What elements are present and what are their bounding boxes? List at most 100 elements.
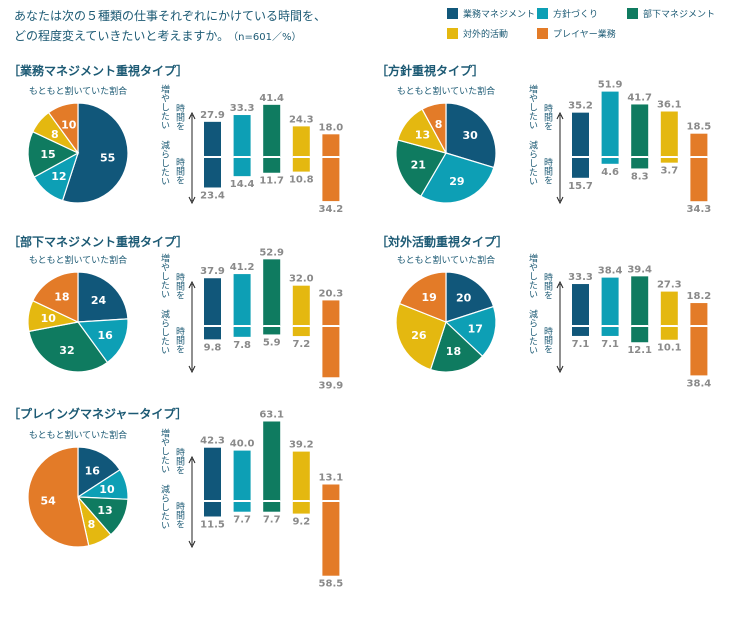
label-time-up: 時間を [174, 272, 185, 299]
value-label-increase: 42.3 [200, 436, 225, 447]
arrow-down-head [188, 540, 196, 549]
bar-increase [233, 274, 251, 326]
arrow-down-head [556, 365, 564, 374]
bar-decrease [204, 327, 221, 340]
pie-caption: もともと割いていた割合 [397, 85, 495, 97]
value-label-increase: 38.4 [598, 266, 623, 277]
pie-label: 26 [411, 329, 427, 342]
value-label-decrease: 38.4 [687, 378, 712, 389]
label-decrease: 減らしたい [159, 308, 170, 354]
pie-slice [27, 446, 90, 548]
pie-slice [47, 102, 79, 155]
bar-increase [263, 259, 281, 326]
arrow-up-head [188, 111, 196, 120]
arrow-up-head [188, 280, 196, 289]
pie-caption: もともと割いていた割合 [29, 429, 127, 441]
value-label-increase: 63.1 [259, 409, 284, 420]
bar-decrease [601, 327, 619, 336]
value-label-decrease: 34.3 [687, 204, 712, 215]
bar-decrease [690, 158, 708, 202]
value-label-decrease: 15.7 [568, 181, 593, 192]
pie-slice [395, 302, 447, 371]
panel-title: ［方針重視タイプ］ [376, 63, 484, 78]
value-label-decrease: 7.8 [233, 340, 251, 351]
value-label-decrease: 34.2 [319, 204, 344, 215]
bar-decrease [322, 158, 340, 202]
pie-slice [445, 271, 495, 323]
value-label-decrease: 8.3 [631, 171, 649, 182]
bar-decrease [601, 158, 619, 164]
legend-swatch-1 [447, 8, 458, 19]
bar-increase [263, 104, 281, 157]
label-decrease: 減らしたい [527, 308, 538, 354]
bar-decrease [292, 327, 310, 337]
pie-slice [398, 271, 447, 323]
bar-increase [322, 134, 340, 157]
label-time-down: 時間を [174, 326, 185, 353]
value-label-increase: 39.4 [627, 264, 652, 275]
legend-label-1: 業務マネジメント [463, 10, 536, 20]
legend-item-4: 対外的活動 [447, 28, 508, 41]
bar-decrease [631, 158, 649, 169]
value-label-increase: 51.9 [598, 80, 623, 91]
bar-increase [204, 278, 221, 326]
value-label-increase: 32.0 [289, 274, 314, 285]
bar-decrease [322, 327, 340, 378]
bar-decrease [322, 502, 340, 576]
bar-decrease [292, 158, 310, 172]
pie-slice [421, 102, 447, 154]
pie-label: 17 [468, 323, 483, 336]
value-label-decrease: 39.9 [319, 380, 344, 391]
value-label-increase: 41.4 [259, 93, 284, 104]
value-label-increase: 36.1 [657, 100, 682, 111]
value-label-decrease: 4.6 [601, 167, 619, 178]
pie-label: 8 [435, 118, 443, 131]
question-line-2: どの程度変えていきたいと考えますか。 （n=601／%） [14, 26, 454, 48]
bar-increase [263, 421, 281, 501]
value-label-decrease: 23.4 [200, 190, 225, 201]
bar-increase [572, 284, 589, 326]
value-label-increase: 40.0 [230, 439, 255, 450]
bar-increase [233, 115, 251, 157]
bar-decrease [292, 502, 310, 514]
value-label-increase: 37.9 [200, 266, 225, 277]
pie-label: 16 [85, 465, 101, 478]
bar-decrease [690, 327, 708, 376]
panel-1: ［業務マネジメント重視タイプ］ もともと割いていた割合 55 12 15 810 増やしたい… [8, 63, 343, 215]
pie-slice [395, 139, 447, 197]
pie-label: 21 [411, 158, 426, 171]
label-increase: 増やしたい [527, 252, 538, 298]
label-increase: 増やしたい [159, 83, 170, 129]
panel-title: ［業務マネジメント重視タイプ］ [8, 63, 188, 78]
label-decrease: 減らしたい [159, 483, 170, 529]
value-label-increase: 18.0 [319, 122, 344, 133]
value-label-decrease: 11.5 [200, 519, 225, 530]
bar-decrease [233, 502, 251, 512]
pie-slice [444, 305, 497, 358]
legend-item-3: 部下マネジメント [627, 8, 715, 21]
bar-increase [322, 484, 340, 501]
pie-slice [77, 271, 129, 323]
bar-increase [690, 133, 708, 157]
label-decrease: 減らしたい [159, 139, 170, 185]
pie-caption: もともと割いていた割合 [29, 85, 127, 97]
arrow-down-head [188, 196, 196, 205]
label-increase: 増やしたい [527, 83, 538, 129]
pie-label: 32 [59, 344, 74, 357]
bar-increase [601, 91, 619, 157]
pie-label: 54 [41, 494, 57, 507]
label-time-down: 時間を [542, 157, 553, 184]
value-label-decrease: 7.2 [292, 339, 310, 350]
pie-label: 20 [456, 292, 472, 305]
pie-label: 10 [99, 483, 115, 496]
panel-title: ［部下マネジメント重視タイプ］ [8, 234, 188, 249]
panel-5: ［プレイングマネジャータイプ］ もともと割いていた割合 16 10 138 54 増やしたい… [8, 406, 343, 590]
bar-decrease [263, 327, 281, 335]
label-time-down: 時間を [174, 157, 185, 184]
pie-slice [31, 271, 79, 323]
legend-label-4: 対外的活動 [463, 30, 509, 40]
label-increase: 増やしたい [159, 427, 170, 473]
value-label-increase: 13.1 [319, 472, 344, 483]
value-label-decrease: 3.7 [660, 166, 678, 177]
